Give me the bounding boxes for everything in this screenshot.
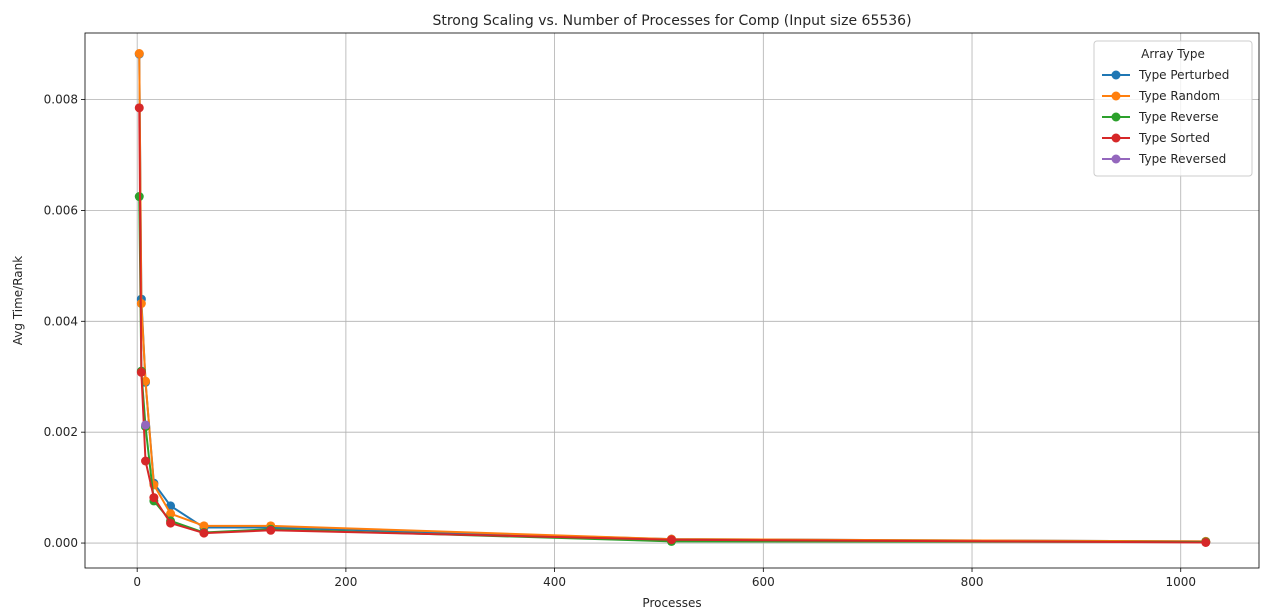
legend-box bbox=[1093, 40, 1253, 177]
legend-swatch-marker bbox=[1111, 112, 1121, 122]
series-type-reverse bbox=[134, 192, 1211, 547]
legend-label: Type Reverse bbox=[1138, 110, 1219, 124]
x-tick-label: 400 bbox=[543, 575, 566, 589]
legend-label: Type Random bbox=[1138, 89, 1220, 103]
chart-title: Strong Scaling vs. Number of Processes f… bbox=[432, 13, 911, 29]
y-tick-label: 0.006 bbox=[44, 203, 78, 217]
data-point bbox=[134, 49, 144, 59]
y-axis-title: Avg Time/Rank bbox=[11, 256, 25, 345]
x-tick-label: 800 bbox=[961, 575, 984, 589]
data-point bbox=[266, 525, 276, 535]
data-point bbox=[199, 521, 209, 531]
series-line bbox=[138, 54, 1206, 543]
legend-swatch-marker bbox=[1111, 91, 1121, 101]
y-tick-label: 0.008 bbox=[44, 93, 78, 107]
series-line bbox=[138, 196, 1206, 543]
x-axis-title: Processes bbox=[642, 596, 701, 609]
series-type-reversed bbox=[141, 420, 151, 430]
data-point bbox=[1201, 537, 1211, 547]
x-tick-label: 1000 bbox=[1165, 575, 1196, 589]
legend: Array Type Type Perturbed Type Random Type… bbox=[1093, 40, 1253, 177]
legend-swatch-marker bbox=[1111, 154, 1121, 164]
series-type-perturbed bbox=[134, 49, 1211, 546]
data-point bbox=[199, 528, 209, 538]
data-point bbox=[141, 456, 151, 466]
data-point bbox=[134, 103, 144, 113]
series-group bbox=[134, 49, 1211, 547]
data-point bbox=[166, 509, 176, 519]
plot-frame bbox=[84, 32, 1260, 569]
legend-label: Type Sorted bbox=[1138, 131, 1210, 145]
series-type-random bbox=[134, 49, 1211, 546]
legend-title: Array Type bbox=[1141, 47, 1205, 61]
series-line bbox=[138, 107, 1206, 544]
series-line bbox=[138, 53, 1206, 543]
data-point bbox=[166, 518, 176, 528]
x-tick-label: 0 bbox=[133, 575, 141, 589]
y-tick-label: 0.000 bbox=[44, 536, 78, 550]
series-type-sorted bbox=[134, 103, 1211, 547]
x-tick-label: 600 bbox=[752, 575, 775, 589]
legend-swatch-marker bbox=[1111, 133, 1121, 143]
legend-label: Type Perturbed bbox=[1138, 68, 1229, 82]
axis-ticks: 0 200 400 600 800 1000 0.000 0.002 0.004 0.006 0.0… bbox=[44, 93, 1196, 589]
data-point bbox=[136, 367, 146, 377]
data-point bbox=[666, 535, 676, 545]
y-tick-label: 0.002 bbox=[44, 425, 78, 439]
x-tick-label: 200 bbox=[334, 575, 357, 589]
legend-swatch-marker bbox=[1111, 70, 1121, 80]
data-point bbox=[141, 376, 151, 386]
legend-label: Type Reversed bbox=[1138, 152, 1226, 166]
y-tick-label: 0.004 bbox=[44, 314, 78, 328]
data-point bbox=[141, 420, 151, 430]
data-point bbox=[149, 493, 159, 503]
grid bbox=[85, 33, 1259, 568]
